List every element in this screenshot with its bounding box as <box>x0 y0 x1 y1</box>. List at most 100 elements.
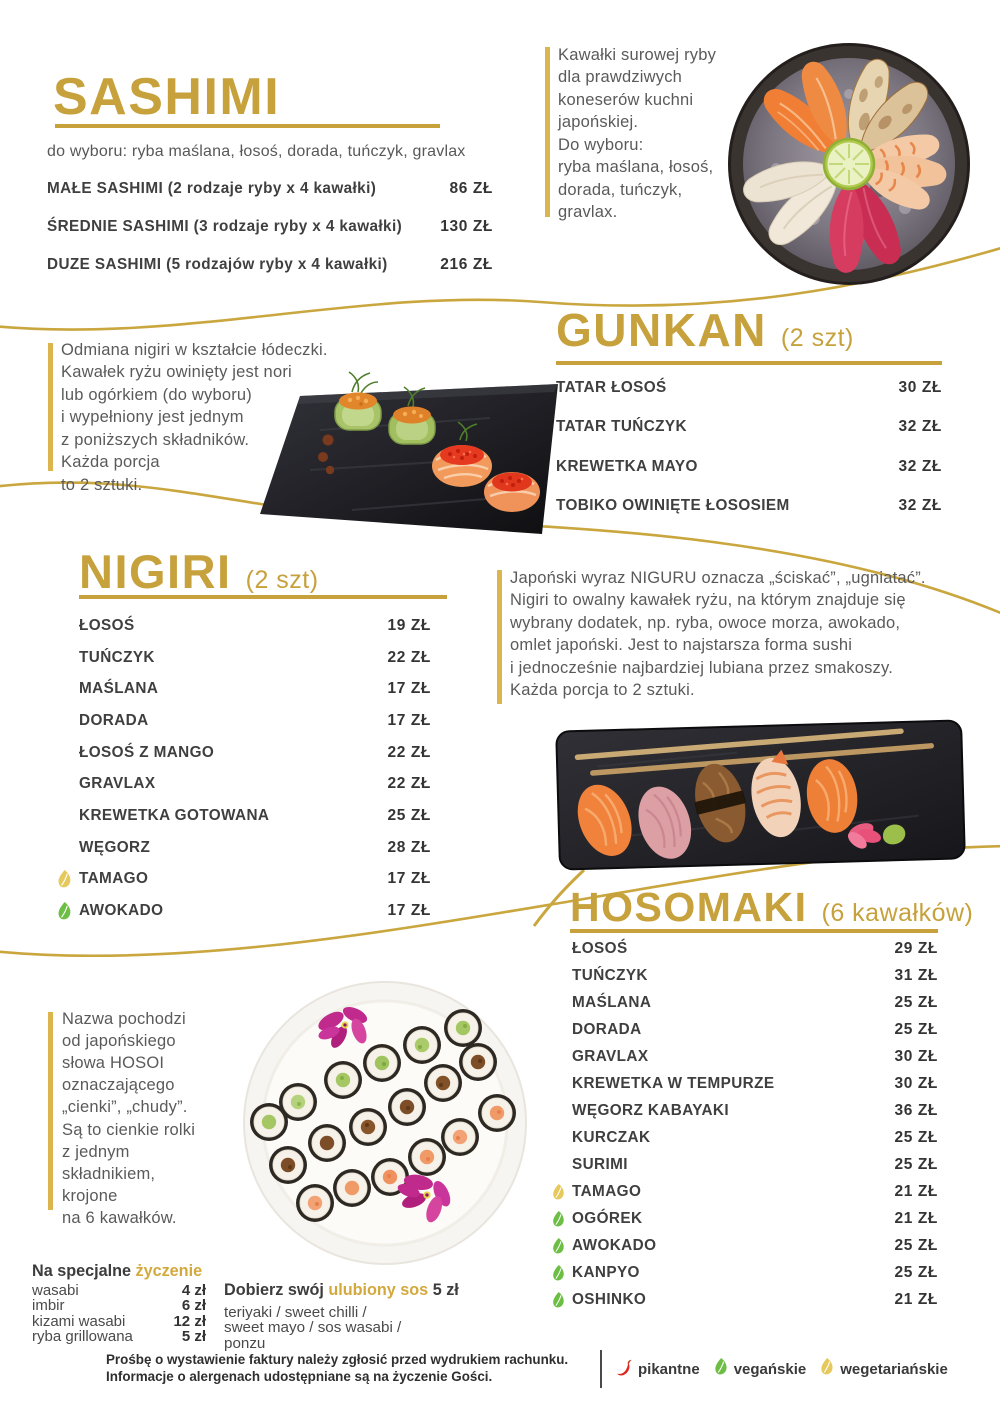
hosomaki-description: Nazwa pochodzi od japońskiego słowa HOSO… <box>62 1010 196 1227</box>
item-price: 19 ZŁ <box>387 616 431 634</box>
nigiri-title-text: NIGIRI <box>79 545 232 598</box>
sashimi-description: Kawałki surowej ryby dla prawdziwych kon… <box>558 46 717 222</box>
menu-row: WĘGORZ 28 ZŁ <box>79 832 431 864</box>
sashimi-description-accent-bar <box>545 47 550 217</box>
sauce-line: sweet mayo / sos wasabi / <box>224 1319 402 1337</box>
item-price: 31 ZŁ <box>894 966 938 984</box>
item-price: 25 ZŁ <box>894 1236 938 1254</box>
item-name: ŚREDNIE SASHIMI (3 rodzaje ryby x 4 kawa… <box>47 218 403 235</box>
gunkan-description-accent-bar <box>48 343 53 471</box>
cucumber-gunkan <box>388 386 436 445</box>
item-name: SURIMI <box>572 1155 628 1173</box>
item-name: AWOKADO <box>572 1236 657 1254</box>
nigiri-photo <box>555 719 966 871</box>
item-price: 21 ZŁ <box>894 1182 938 1200</box>
legend-label: pikantne <box>638 1360 700 1378</box>
extra-name: imbir <box>32 1297 65 1315</box>
item-price: 22 ZŁ <box>387 648 431 666</box>
item-name: KREWETKA GOTOWANA <box>79 806 270 824</box>
item-name: MAŚLANA <box>572 993 652 1011</box>
item-price: 21 ZŁ <box>894 1290 938 1308</box>
vegetarian-leaf-icon <box>819 1357 835 1381</box>
menu-row: DORADA 17 ZŁ <box>79 705 431 737</box>
special-request-heading: Na specjalne życzenie <box>32 1262 202 1281</box>
item-price: 30 ZŁ <box>894 1047 938 1065</box>
item-price: 36 ZŁ <box>894 1101 938 1119</box>
legend-label: wegetariańskie <box>840 1360 948 1378</box>
hosomaki-underline <box>570 929 938 933</box>
item-name: TATAR TUŃCZYK <box>556 418 687 436</box>
hosomaki-rolls <box>250 1009 516 1222</box>
salmon-gunkan <box>484 472 540 512</box>
hosomaki-photo <box>243 981 527 1265</box>
orchid-flower <box>397 1174 451 1223</box>
item-name: AWOKADO <box>79 902 164 920</box>
menu-row: AWOKADO 25 ZŁ <box>553 1232 938 1259</box>
gunkan-title: GUNKAN (2 szt) <box>556 307 854 353</box>
item-price: 28 ZŁ <box>387 838 431 856</box>
footer-note-line1: Prośbę o wystawienie faktury należy zgło… <box>106 1352 569 1367</box>
sauce-line: ponzu <box>224 1334 266 1352</box>
sashimi-underline <box>55 124 440 128</box>
item-name: TUŃCZYK <box>79 648 155 666</box>
item-price: 29 ZŁ <box>894 939 938 957</box>
item-name: ŁOSOŚ <box>79 616 135 634</box>
item-price: 25 ZŁ <box>894 993 938 1011</box>
nigiri-item-list: ŁOSOŚ 19 ZŁ TUŃCZYK 22 ZŁ MAŚLANA 17 ZŁ DOR… <box>58 610 431 927</box>
sauce-heading: Dobierz swój ulubiony sos 5 zł <box>224 1281 459 1300</box>
nigiri-portion: (2 szt) <box>245 566 319 594</box>
menu-row: GRAVLAX 22 ZŁ <box>79 768 431 800</box>
menu-row: KANPYO 25 ZŁ <box>553 1259 938 1286</box>
item-price: 17 ZŁ <box>387 902 431 920</box>
item-name: MAŚLANA <box>79 680 159 698</box>
hosomaki-title: HOSOMAKI (6 kawałków) <box>570 887 973 928</box>
item-price: 130 ZŁ <box>440 218 493 235</box>
sashimi-item-list: MAŁE SASHIMI (2 rodzaje ryby x 4 kawałki… <box>47 170 493 284</box>
special-request-list: wasabi 4 zł imbir 6 zł kizami wasabi 12 zł … <box>32 1282 206 1346</box>
item-price: 25 ZŁ <box>894 1263 938 1281</box>
sauce-line: teriyaki / sweet chilli / <box>224 1304 367 1321</box>
item-price: 22 ZŁ <box>387 743 431 761</box>
menu-row: TUŃCZYK 31 ZŁ <box>572 962 938 989</box>
menu-row: TAMAGO 17 ZŁ <box>58 864 431 896</box>
menu-row: TOBIKO OWINIĘTE ŁOSOSIEM 32 ZŁ <box>556 487 942 527</box>
nigiri-underline <box>79 595 447 599</box>
gunkan-item-list: TATAR ŁOSOŚ 30 ZŁ TATAR TUŃCZYK 32 ZŁ KREW… <box>556 368 942 526</box>
legend-vegetarian: wegetariańskie <box>819 1357 948 1381</box>
item-price: 25 ZŁ <box>894 1155 938 1173</box>
gunkan-title-text: GUNKAN <box>556 304 767 356</box>
item-name: WĘGORZ KABAYAKI <box>572 1101 730 1119</box>
legend-vegan: vegańskie <box>713 1357 806 1381</box>
sauce-price: 5 zł <box>432 1281 459 1299</box>
item-price: 30 ZŁ <box>894 1074 938 1092</box>
extra-name: wasabi <box>32 1282 79 1300</box>
menu-row: OGÓREK 21 ZŁ <box>553 1205 938 1232</box>
vegetarian-leaf-icon <box>551 1183 566 1201</box>
vegan-leaf-icon <box>551 1210 566 1228</box>
item-name: GRAVLAX <box>79 775 156 793</box>
menu-row: KREWETKA MAYO 32 ZŁ <box>556 447 942 487</box>
item-name: KURCZAK <box>572 1128 651 1146</box>
menu-row: OSHINKO 21 ZŁ <box>553 1286 938 1313</box>
item-price: 25 ZŁ <box>894 1128 938 1146</box>
item-name: DORADA <box>79 711 149 729</box>
menu-row: AWOKADO 17 ZŁ <box>58 895 431 927</box>
salmon-gunkan <box>432 421 492 487</box>
item-price: 21 ZŁ <box>894 1209 938 1227</box>
sauce-prefix: Dobierz swój <box>224 1281 324 1299</box>
nigiri-title: NIGIRI (2 szt) <box>79 548 319 595</box>
extra-row: ryba grillowana 5 zł <box>32 1328 206 1346</box>
item-name: MAŁE SASHIMI (2 rodzaje ryby x 4 kawałki… <box>47 180 377 197</box>
item-price: 32 ZŁ <box>898 418 942 436</box>
extra-price: 6 zł <box>181 1297 206 1315</box>
sashimi-subtitle: do wyboru: ryba maślana, łosoś, dorada, … <box>47 143 466 160</box>
extra-name: ryba grillowana <box>32 1328 133 1346</box>
item-price: 22 ZŁ <box>387 775 431 793</box>
special-request-gold: życzenie <box>135 1262 203 1280</box>
item-price: 25 ZŁ <box>894 1020 938 1038</box>
hosomaki-portion: (6 kawałków) <box>821 899 974 927</box>
vegan-leaf-icon <box>551 1237 566 1255</box>
item-name: TUŃCZYK <box>572 966 648 984</box>
item-price: 17 ZŁ <box>387 711 431 729</box>
